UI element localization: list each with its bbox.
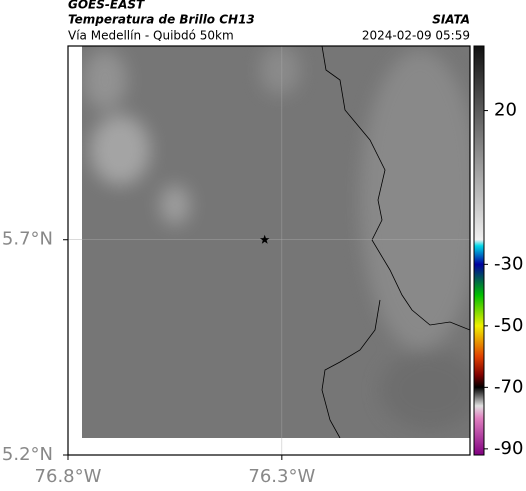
location-marker <box>260 234 270 244</box>
y-tick-label: 5.2°N <box>2 444 53 465</box>
colorbar-tick-label: -30 <box>494 253 523 274</box>
map-frame <box>67 45 471 456</box>
region: Vía Medellín - Quibdó 50km <box>68 29 234 43</box>
timestamp: 2024-02-09 05:59 <box>362 29 470 43</box>
colorbar-tick-label: 20 <box>494 100 517 121</box>
colorbar-tick-label: -70 <box>494 376 523 397</box>
x-tick-label: 76.8°W <box>35 466 102 487</box>
colorbar-tick-label: -50 <box>494 315 523 336</box>
subtitle: Temperatura de Brillo CH13 <box>68 13 255 27</box>
colorbar: 20 -30 -50 -70 -90 <box>473 45 523 459</box>
colorbar-tick-label: -90 <box>494 438 523 459</box>
source: SIATA <box>432 13 470 27</box>
title: GOES-EAST <box>68 0 145 12</box>
colorbar-fill <box>473 45 485 456</box>
x-tick-label: 76.3°W <box>248 466 315 487</box>
y-tick-label: 5.7°N <box>2 229 53 250</box>
satellite-image <box>82 46 470 438</box>
